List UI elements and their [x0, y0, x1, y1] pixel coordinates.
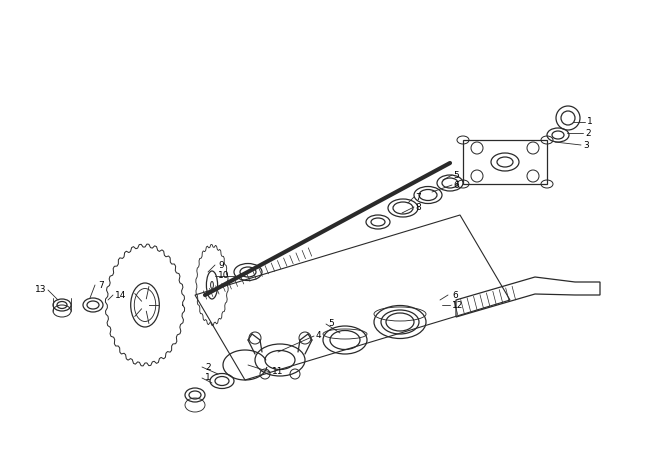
Text: 9: 9	[218, 261, 224, 270]
Text: 8: 8	[415, 202, 421, 211]
Text: 11: 11	[272, 368, 283, 377]
Text: 13: 13	[35, 285, 47, 294]
Text: 7: 7	[415, 193, 421, 202]
Text: 6: 6	[453, 180, 459, 189]
Text: 1: 1	[205, 374, 211, 382]
Text: 2: 2	[205, 363, 211, 372]
Text: 7: 7	[98, 280, 104, 289]
Text: 5: 5	[328, 320, 333, 328]
Text: 6: 6	[452, 291, 458, 300]
Text: 10: 10	[218, 271, 229, 280]
Text: 2: 2	[585, 129, 591, 138]
Text: 1: 1	[587, 117, 593, 126]
Text: 5: 5	[453, 171, 459, 180]
Text: 3: 3	[583, 140, 589, 149]
Text: 14: 14	[115, 291, 126, 300]
Text: 12: 12	[452, 301, 463, 310]
Text: 4: 4	[316, 332, 322, 341]
